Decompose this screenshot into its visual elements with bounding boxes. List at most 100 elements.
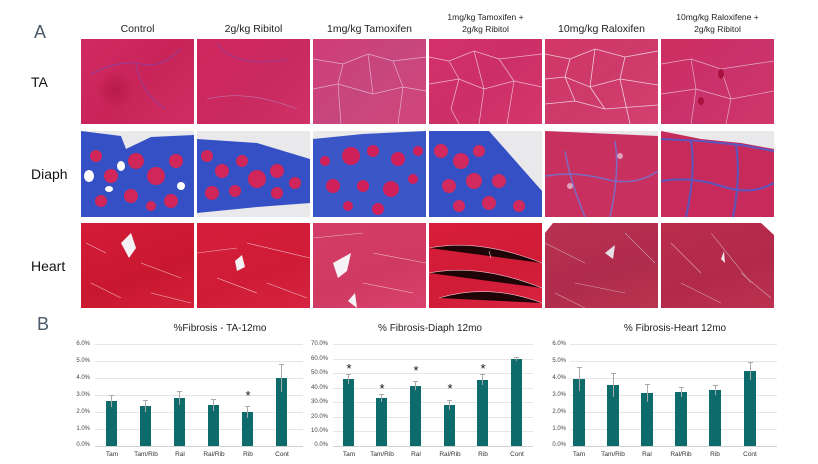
chart-title: %Fibrosis - TA-12mo xyxy=(173,323,267,334)
bar-ral xyxy=(410,386,421,446)
gridline xyxy=(95,361,303,362)
bar-ral-rib xyxy=(444,405,455,446)
gridline xyxy=(570,361,777,362)
col-label-raloxifene-ribitol: 10mg/kg Raloxifene + 2g/kg Ribitol xyxy=(661,11,774,35)
error-bar xyxy=(482,374,483,385)
y-tick: 6.0% xyxy=(552,341,566,347)
error-cap xyxy=(211,399,216,400)
x-tick: Tam xyxy=(105,451,119,458)
gridline xyxy=(570,378,777,379)
x-tick: Tam/Rib xyxy=(134,451,158,458)
histology-heart-raloxifene-ribitol xyxy=(661,223,774,308)
col-label-tamoxifen: 1mg/kg Tamoxifen xyxy=(326,23,412,35)
col-label-control: Control xyxy=(120,23,155,35)
y-tick: 0.0% xyxy=(552,442,566,448)
x-tick: Rib xyxy=(710,451,720,458)
chart-title: % Fibrosis-Diaph 12mo xyxy=(378,323,482,334)
error-bar xyxy=(381,394,382,402)
gridline xyxy=(333,402,533,403)
bar-rib xyxy=(242,412,253,446)
error-cap xyxy=(514,357,519,358)
bar-tam xyxy=(106,401,117,446)
bar-tam-rib xyxy=(376,398,387,446)
gridline xyxy=(333,417,533,418)
histology-heart-tamoxifen xyxy=(313,223,426,308)
y-tick: 1.0% xyxy=(76,426,90,432)
histology-ta-ribitol xyxy=(197,39,310,124)
bar-tam-rib xyxy=(140,406,151,446)
panel-b-letter: B xyxy=(37,314,50,334)
bar-ral-rib xyxy=(675,392,687,446)
bar-rib xyxy=(477,380,488,446)
x-tick: Ral/Rib xyxy=(439,451,461,458)
error-bar xyxy=(516,357,517,361)
error-cap xyxy=(177,391,182,392)
y-tick: 4.0% xyxy=(552,375,566,381)
histology-ta-raloxifen xyxy=(545,39,658,124)
x-tick: Ral xyxy=(642,451,652,458)
bar-rib xyxy=(709,390,721,446)
error-cap xyxy=(379,394,384,395)
bar-ral-rib xyxy=(208,405,219,446)
x-tick: Ral/Rib xyxy=(203,451,225,458)
histology-ta-tamoxifen-ribitol xyxy=(429,39,542,124)
significance-star: * xyxy=(413,363,419,378)
bar-tam-rib xyxy=(607,385,619,446)
error-cap xyxy=(713,385,718,386)
gridline xyxy=(95,344,303,345)
gridline xyxy=(95,378,303,379)
error-bar xyxy=(647,384,648,402)
significance-star: * xyxy=(346,361,352,376)
histology-heart-ribitol xyxy=(197,223,310,308)
histology-heart-control xyxy=(81,223,194,308)
x-tick: Rib xyxy=(478,451,488,458)
x-tick: Ral/Rib xyxy=(670,451,692,458)
error-cap xyxy=(143,400,148,401)
x-tick: Tam/Rib xyxy=(370,451,394,458)
histology-ta-control xyxy=(81,39,194,124)
y-tick: 10.0% xyxy=(310,428,328,434)
error-cap xyxy=(480,374,485,375)
col-label-line2: 2g/kg Ribitol xyxy=(462,24,509,34)
bar-tam xyxy=(343,379,354,446)
gridline xyxy=(333,359,533,360)
bar-cont xyxy=(744,371,756,446)
x-tick: Cont xyxy=(510,451,524,458)
x-tick: Cont xyxy=(743,451,757,458)
error-bar xyxy=(247,406,248,418)
error-bar xyxy=(681,387,682,397)
bar-ral xyxy=(641,393,653,446)
bar-cont xyxy=(511,359,522,446)
y-tick: 40.0% xyxy=(310,385,328,391)
error-cap xyxy=(447,400,452,401)
histology-heart-raloxifen xyxy=(545,223,658,308)
significance-star: * xyxy=(245,388,251,403)
histology-diaph-raloxifene-ribitol xyxy=(661,131,774,217)
bar-ral xyxy=(174,398,185,446)
histology-ta-raloxifene-ribitol xyxy=(661,39,774,124)
gridline xyxy=(333,344,533,345)
y-tick: 6.0% xyxy=(76,341,90,347)
gridline xyxy=(95,429,303,430)
chart-title: % Fibrosis-Heart 12mo xyxy=(623,323,727,334)
x-axis xyxy=(333,446,533,447)
x-tick: Ral xyxy=(175,451,185,458)
y-tick: 50.0% xyxy=(310,370,328,376)
col-label-line1: 1mg/kg Tamoxifen + xyxy=(447,12,524,22)
y-tick: 0.0% xyxy=(76,442,90,448)
row-label-ta: TA xyxy=(31,74,48,90)
error-bar xyxy=(579,367,580,391)
gridline xyxy=(570,344,777,345)
x-tick: Tam xyxy=(572,451,586,458)
gridline xyxy=(95,395,303,396)
error-cap xyxy=(611,373,616,374)
x-tick: Tam/Rib xyxy=(601,451,625,458)
col-label-raloxifen: 10mg/kg Raloxifen xyxy=(558,23,645,35)
col-label-tamoxifen-ribitol: 1mg/kg Tamoxifen + 2g/kg Ribitol xyxy=(429,11,542,35)
bar-cont xyxy=(276,378,287,446)
error-cap xyxy=(748,362,753,363)
histology-diaph-control xyxy=(81,131,194,217)
significance-star: * xyxy=(447,381,453,396)
error-bar xyxy=(348,374,349,384)
histology-ta-tamoxifen xyxy=(313,39,426,124)
